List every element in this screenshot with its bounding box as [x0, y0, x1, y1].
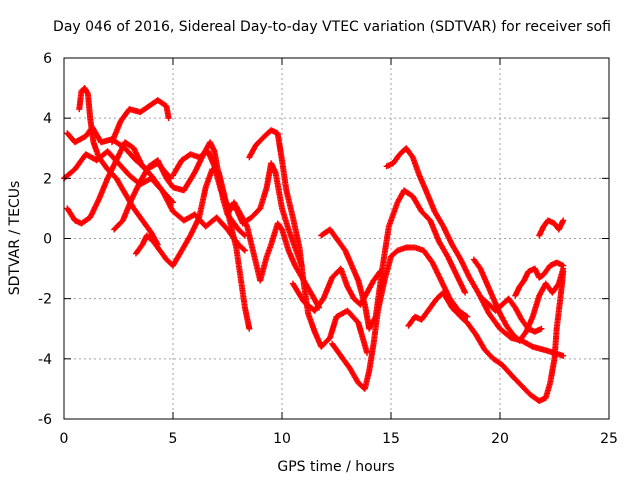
data-point: [246, 325, 253, 332]
data-point: [538, 325, 545, 332]
x-axis-label: GPS time / hours: [277, 459, 394, 475]
y-tick-label: -4: [38, 352, 52, 368]
plot-data: [61, 85, 567, 404]
data-series: [512, 259, 567, 299]
y-tick-label: 4: [43, 111, 52, 127]
x-tick-label: 15: [382, 431, 400, 447]
data-series: [405, 268, 567, 404]
data-point: [560, 262, 567, 269]
data-point: [165, 115, 172, 122]
data-series: [108, 97, 172, 146]
data-series: [536, 217, 567, 239]
y-tick-label: 2: [43, 171, 52, 187]
data-series: [64, 139, 248, 254]
data-series: [318, 187, 469, 332]
chart-title: Day 046 of 2016, Sidereal Day-to-day VTE…: [53, 19, 611, 35]
data-point: [240, 246, 247, 253]
data-point: [560, 352, 567, 359]
data-point: [240, 231, 247, 238]
x-tick-label: 0: [60, 431, 69, 447]
y-tick-label: -6: [38, 412, 52, 428]
data-series: [289, 265, 384, 314]
data-series: [479, 295, 545, 335]
y-axis-label: SDTVAR / TECUs: [7, 181, 23, 296]
y-tick-label: 6: [43, 51, 52, 67]
axis-ticks: 0 5 10 15 20 25 -6 -4 -2 0 2 4 6: [38, 51, 618, 447]
data-point: [464, 313, 471, 320]
x-tick-label: 20: [491, 431, 509, 447]
data-series: [383, 145, 567, 359]
y-tick-label: 0: [43, 232, 52, 248]
y-tick-label: -2: [38, 292, 52, 308]
x-tick-label: 25: [600, 431, 618, 447]
data-point: [241, 247, 248, 254]
data-series: [132, 166, 253, 332]
data-series: [246, 127, 371, 356]
data-point: [364, 349, 371, 356]
x-tick-label: 10: [273, 431, 291, 447]
data-point: [463, 312, 470, 319]
x-tick-label: 5: [169, 431, 178, 447]
data-point: [462, 289, 469, 296]
data-point: [560, 217, 567, 224]
